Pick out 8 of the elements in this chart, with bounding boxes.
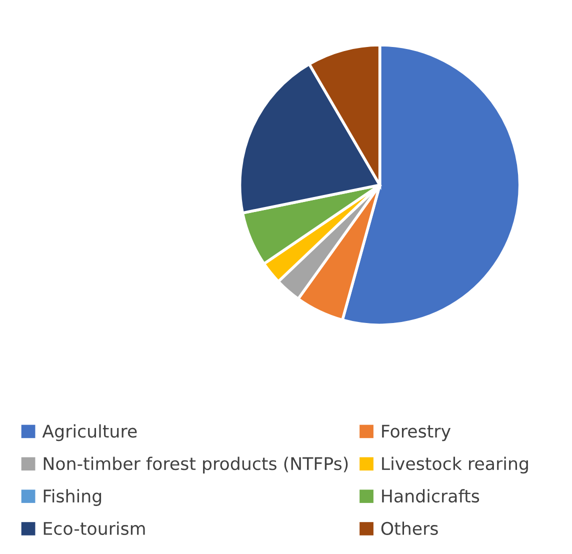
legend-label: Handicrafts (382, 489, 480, 503)
legend-label: Agriculture (42, 424, 137, 442)
legend-label: Eco-tourism (44, 522, 145, 536)
legend-label: Livestock rearing (382, 456, 528, 474)
legend-label: Forestry (382, 424, 451, 442)
legend-label: Fishing (44, 489, 102, 506)
legend-label: Non-timber forest products (NTFPs) (44, 456, 348, 474)
legend-label: Others (381, 522, 438, 536)
